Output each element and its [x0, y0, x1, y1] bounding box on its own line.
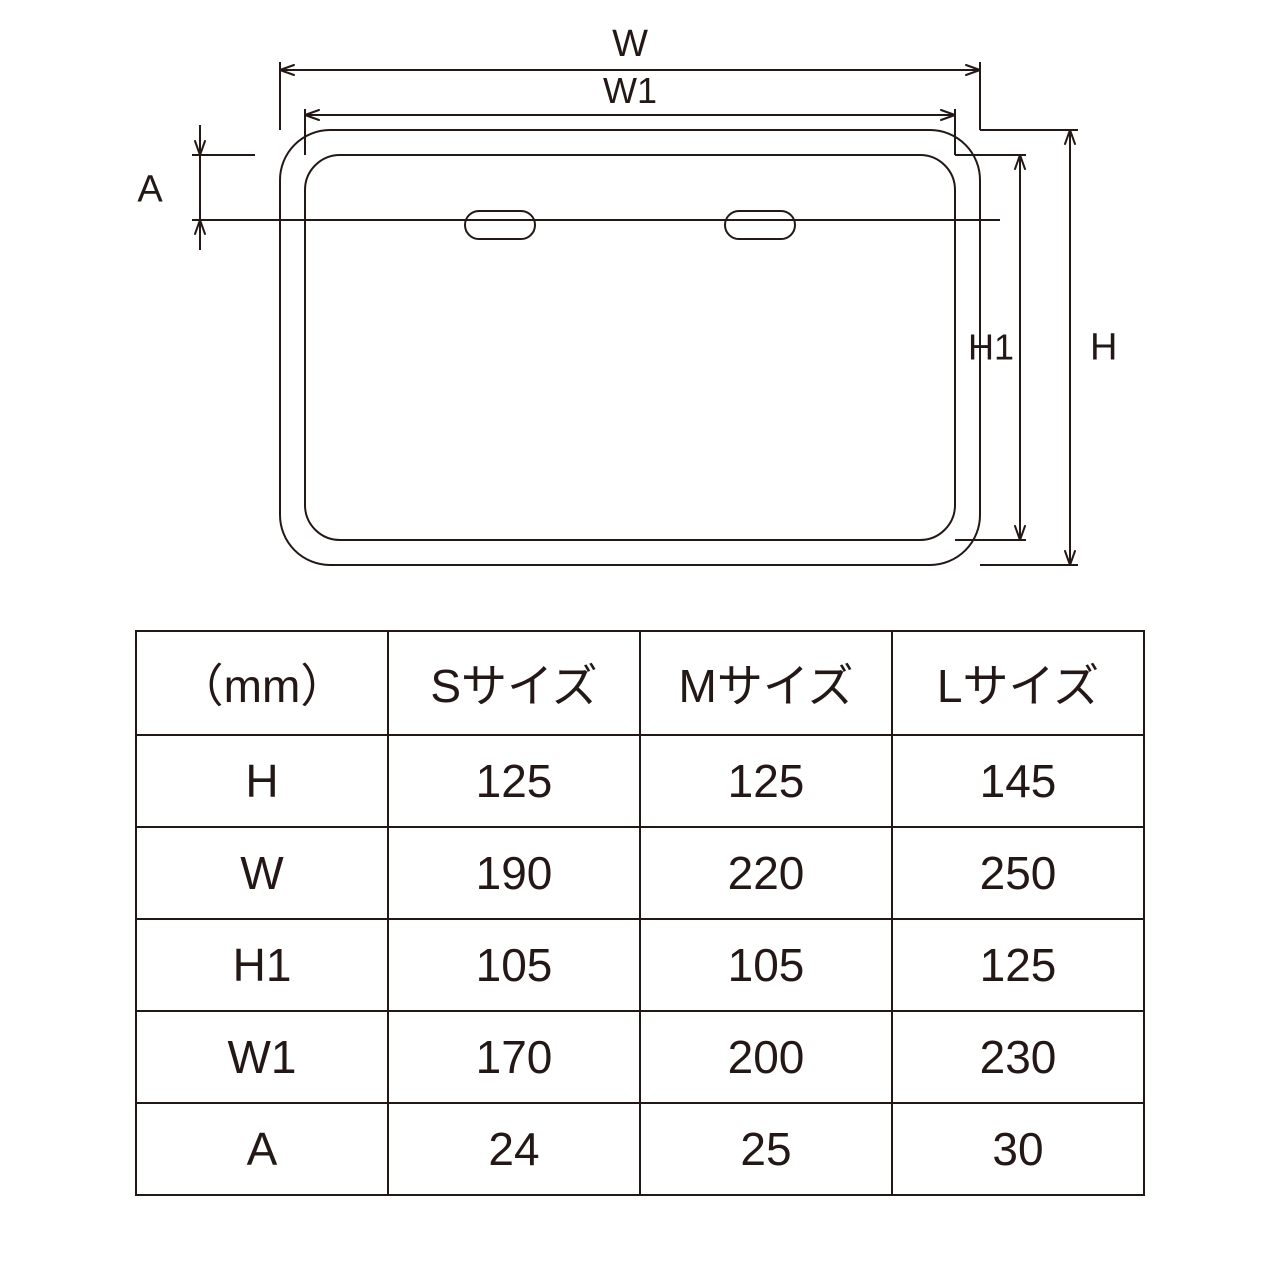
- cell-value: 125: [892, 919, 1144, 1011]
- col-size: Mサイズ: [640, 631, 892, 735]
- cell-value: 105: [388, 919, 640, 1011]
- cell-value: 24: [388, 1103, 640, 1195]
- size-table-wrap: （mm）SサイズMサイズLサイズH125125145W190220250H110…: [0, 630, 1280, 1196]
- cell-value: 200: [640, 1011, 892, 1103]
- mount-slot: [725, 211, 795, 239]
- cell-value: 190: [388, 827, 640, 919]
- cell-value: 30: [892, 1103, 1144, 1195]
- size-table: （mm）SサイズMサイズLサイズH125125145W190220250H110…: [135, 630, 1145, 1196]
- mount-slot: [465, 211, 535, 239]
- dimension-diagram: W W1 H H1 A: [0, 0, 1280, 620]
- label-A: A: [137, 169, 163, 211]
- row-label: H: [136, 735, 388, 827]
- cell-value: 125: [640, 735, 892, 827]
- label-W1: W1: [603, 70, 657, 111]
- cell-value: 145: [892, 735, 1144, 827]
- label-W: W: [612, 23, 648, 65]
- table-row: W190220250: [136, 827, 1144, 919]
- row-label: H1: [136, 919, 388, 1011]
- cell-value: 170: [388, 1011, 640, 1103]
- cell-value: 25: [640, 1103, 892, 1195]
- table-row: A242530: [136, 1103, 1144, 1195]
- col-size: Lサイズ: [892, 631, 1144, 735]
- cell-value: 230: [892, 1011, 1144, 1103]
- col-size: Sサイズ: [388, 631, 640, 735]
- label-H: H: [1090, 327, 1117, 369]
- cell-value: 250: [892, 827, 1144, 919]
- cell-value: 125: [388, 735, 640, 827]
- table-row: H125125145: [136, 735, 1144, 827]
- outer-frame: [280, 130, 980, 565]
- row-label: A: [136, 1103, 388, 1195]
- cell-value: 220: [640, 827, 892, 919]
- label-H1: H1: [968, 327, 1014, 368]
- table-row: H1105105125: [136, 919, 1144, 1011]
- row-label: W: [136, 827, 388, 919]
- row-label: W1: [136, 1011, 388, 1103]
- cell-value: 105: [640, 919, 892, 1011]
- inner-frame: [305, 155, 955, 540]
- col-unit: （mm）: [136, 631, 388, 735]
- table-row: W1170200230: [136, 1011, 1144, 1103]
